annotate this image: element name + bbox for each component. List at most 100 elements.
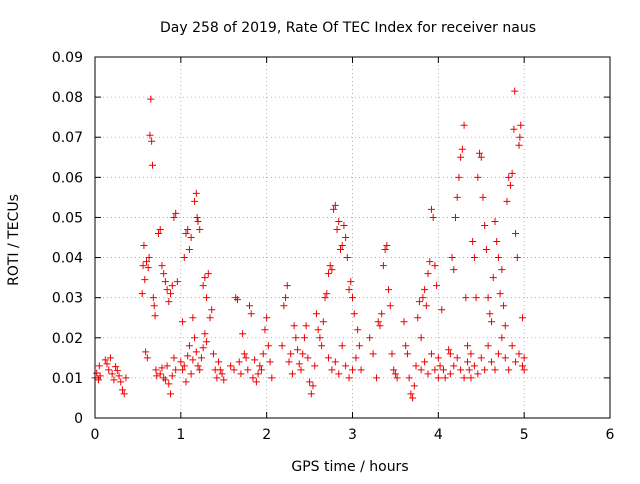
data-point — [366, 334, 374, 342]
data-point — [467, 350, 475, 358]
data-point — [414, 314, 422, 322]
data-point — [436, 362, 444, 370]
data-point — [220, 376, 228, 384]
data-point — [331, 358, 339, 366]
data-point — [160, 270, 168, 278]
data-point — [297, 366, 305, 374]
data-point — [199, 344, 207, 352]
data-point — [486, 310, 494, 318]
data-point — [336, 246, 344, 254]
data-point — [479, 193, 487, 201]
data-point — [417, 366, 425, 374]
data-point — [117, 378, 125, 386]
data-point — [386, 302, 394, 310]
data-point — [512, 229, 520, 237]
data-point — [302, 322, 310, 330]
data-point — [446, 350, 454, 358]
data-point — [518, 362, 526, 370]
data-point — [254, 370, 262, 378]
x-tick-label-5: 5 — [520, 427, 529, 443]
data-point — [147, 95, 155, 103]
data-point — [264, 342, 272, 350]
data-point — [180, 254, 188, 262]
y-axis-label: ROTI / TECUs — [6, 194, 22, 286]
data-point — [108, 370, 116, 378]
data-point — [448, 254, 456, 262]
data-point — [345, 374, 353, 382]
data-point — [457, 366, 465, 374]
data-point — [216, 366, 224, 374]
data-point — [410, 382, 418, 390]
data-point — [299, 350, 307, 358]
data-point — [520, 354, 528, 362]
data-point — [438, 306, 446, 314]
data-point — [259, 350, 267, 358]
data-point — [464, 342, 472, 350]
data-point — [282, 294, 290, 302]
data-point — [242, 354, 250, 362]
data-point — [515, 350, 523, 358]
data-point — [318, 342, 326, 350]
data-point — [165, 298, 173, 306]
data-point — [512, 358, 520, 366]
data-point — [278, 342, 286, 350]
data-point — [520, 366, 528, 374]
data-point — [470, 362, 478, 370]
data-point — [312, 310, 320, 318]
data-point — [338, 242, 346, 250]
data-point — [158, 262, 166, 270]
data-point — [426, 258, 434, 266]
data-point — [309, 382, 317, 390]
data-point — [316, 334, 324, 342]
data-point — [347, 278, 355, 286]
data-point — [330, 205, 338, 213]
data-point — [508, 169, 516, 177]
data-point — [409, 394, 417, 402]
data-point — [300, 334, 308, 342]
data-point — [429, 213, 437, 221]
data-point — [146, 131, 154, 139]
data-point — [143, 354, 151, 362]
data-point — [421, 286, 429, 294]
data-point — [379, 262, 387, 270]
data-point — [455, 173, 463, 181]
data-point — [453, 354, 461, 362]
y-tick-label-0: 0 — [74, 411, 83, 427]
data-point — [476, 149, 484, 157]
data-point — [177, 358, 185, 366]
data-point — [390, 366, 398, 374]
data-point — [496, 290, 504, 298]
data-point — [227, 362, 235, 370]
data-point — [335, 370, 343, 378]
data-point — [120, 390, 128, 398]
data-point — [424, 270, 432, 278]
data-point — [288, 370, 296, 378]
data-point — [161, 376, 169, 384]
data-point — [505, 173, 513, 181]
data-point — [156, 225, 164, 233]
data-point — [335, 217, 343, 225]
data-point — [193, 213, 201, 221]
data-point — [349, 294, 356, 302]
data-point — [185, 342, 193, 350]
data-point — [249, 374, 257, 382]
data-point — [472, 294, 480, 302]
data-point — [168, 282, 176, 290]
data-point — [138, 290, 146, 298]
data-point — [156, 370, 164, 378]
data-point — [158, 364, 166, 372]
data-point — [263, 314, 271, 322]
data-point — [103, 360, 111, 368]
data-point — [251, 356, 259, 364]
data-point — [385, 286, 393, 294]
data-point — [235, 358, 243, 366]
data-point — [280, 302, 288, 310]
data-point — [196, 225, 204, 233]
data-point — [244, 366, 252, 374]
data-point — [268, 374, 276, 382]
data-point — [191, 334, 199, 342]
data-point — [419, 294, 427, 302]
data-point — [256, 362, 264, 370]
data-point — [498, 266, 506, 274]
